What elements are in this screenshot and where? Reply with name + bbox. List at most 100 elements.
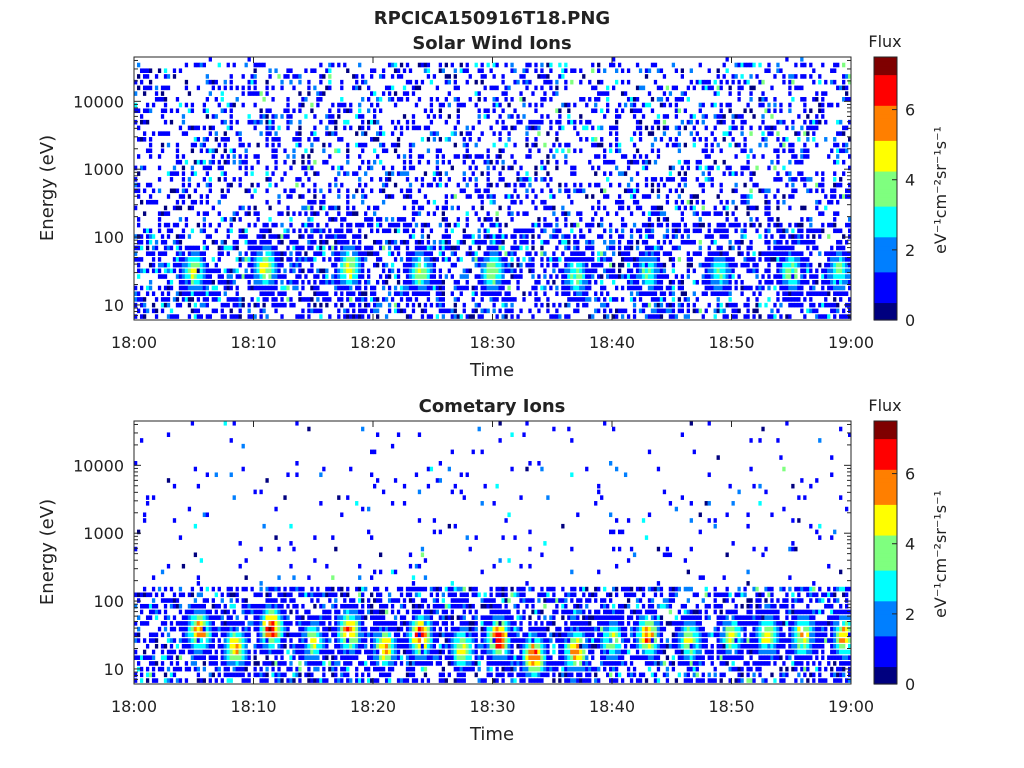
spectrogram-cell (486, 154, 490, 159)
spectrogram-cell (316, 211, 320, 216)
spectrogram-cell (740, 285, 744, 291)
spectrogram-cell (361, 199, 365, 205)
spectrogram-cell (845, 97, 849, 102)
spectrogram-cell (713, 159, 717, 165)
spectrogram-cell (525, 245, 529, 251)
spectrogram-cell (537, 125, 541, 131)
spectrogram-cell (815, 114, 819, 119)
spectrogram-cell (253, 302, 257, 308)
spectrogram-cell (157, 131, 162, 136)
spectrogram-cell (259, 251, 263, 256)
spectrogram-cell (833, 182, 837, 188)
spectrogram-cell (576, 257, 580, 262)
spectrogram-cell (812, 285, 816, 291)
spectrogram-cell (594, 308, 598, 314)
spectrogram-cell (800, 291, 804, 296)
spectrogram-cell (316, 222, 320, 228)
spectrogram-cell (579, 234, 583, 239)
spectrogram-cell (498, 228, 502, 234)
spectrogram-cell (824, 251, 828, 256)
spectrogram-cell (223, 217, 227, 222)
spectrogram-cell (609, 274, 613, 279)
spectrogram-cell (151, 672, 156, 678)
spectrogram-cell (680, 274, 684, 279)
spectrogram-cell (833, 297, 837, 302)
spectrogram-cell (142, 68, 147, 73)
spectrogram-cell (620, 154, 625, 159)
spectrogram-cell (355, 274, 359, 279)
spectrogram-cell (794, 188, 798, 194)
spectrogram-cell (629, 239, 634, 245)
spectrogram-cell (337, 228, 341, 234)
spectrogram-cell (839, 194, 843, 199)
spectrogram-cell (725, 102, 729, 108)
spectrogram-cell (510, 268, 514, 274)
spectrogram-cell (471, 308, 475, 314)
spectrogram-cell (334, 205, 338, 211)
spectrogram-cell (555, 308, 559, 314)
spectrogram-cell (196, 262, 201, 268)
spectrogram-cell (525, 177, 529, 182)
spectrogram-cell (773, 285, 777, 291)
spectrogram-cell (420, 268, 425, 274)
spectrogram-cell (250, 245, 254, 251)
spectrogram-cell (175, 245, 180, 251)
cometary-panel: Cometary Ions 18:00 18:10 18:20 18:30 18:40 1… (37, 396, 950, 745)
spectrogram-cell (390, 217, 395, 222)
spectrogram-cell (504, 142, 508, 148)
spectrogram-cell (707, 154, 711, 159)
spectrogram-cell (513, 245, 517, 251)
spectrogram-cell (845, 74, 849, 79)
spectrogram-cell (552, 211, 556, 216)
spectrogram-cell (713, 262, 717, 268)
spectrogram-cell (656, 279, 661, 285)
spectrogram-cell (265, 228, 269, 234)
spectrogram-cell (597, 262, 601, 268)
spectrogram-cell (367, 108, 371, 114)
spectrogram-cell (531, 119, 535, 125)
spectrogram-cell (139, 199, 144, 205)
spectrogram-cell (259, 257, 263, 262)
spectrogram-cell (405, 222, 410, 228)
spectrogram-cell (749, 217, 753, 222)
spectrogram-cell (839, 262, 843, 268)
spectrogram-cell (190, 251, 195, 256)
spectrogram-cell (725, 285, 729, 291)
spectrogram-cell (743, 234, 747, 239)
spectrogram-cell (286, 102, 290, 108)
spectrogram-cell (408, 234, 413, 239)
spectrogram-cell (420, 205, 425, 211)
spectrogram-cell (262, 239, 266, 245)
spectrogram-cell (767, 285, 771, 291)
spectrogram-cell (531, 125, 535, 131)
spectrogram-cell (160, 598, 165, 603)
spectrogram-cell (632, 159, 637, 165)
spectrogram-cell (384, 217, 389, 222)
spectrogram-cell (250, 171, 254, 176)
spectrogram-cell (346, 268, 350, 274)
spectrogram-cell (441, 205, 445, 211)
spectrogram-cell (134, 182, 138, 188)
spectrogram-cell (417, 211, 422, 216)
spectrogram-cell (579, 279, 583, 285)
spectrogram-cell (220, 314, 224, 319)
spectrogram-cell (343, 279, 347, 285)
spectrogram-cell (597, 234, 601, 239)
spectrogram-cell (543, 165, 547, 171)
spectrogram-cell (378, 239, 383, 245)
spectrogram-cell (728, 102, 732, 108)
spectrogram-cell (453, 262, 457, 268)
spectrogram-cell (522, 97, 526, 102)
spectrogram-cell (148, 199, 153, 205)
spectrogram-cell (319, 268, 323, 274)
spectrogram-cell (788, 177, 792, 182)
spectrogram-cell (809, 239, 813, 245)
spectrogram-cell (749, 148, 753, 154)
spectrogram-cell (160, 91, 165, 96)
spectrogram-cell (166, 478, 171, 483)
spectrogram-cell (184, 268, 189, 274)
spectrogram-cell (582, 97, 586, 102)
spectrogram-cell (821, 171, 825, 176)
spectrogram-cell (134, 165, 138, 171)
spectrogram-cell (328, 114, 332, 119)
